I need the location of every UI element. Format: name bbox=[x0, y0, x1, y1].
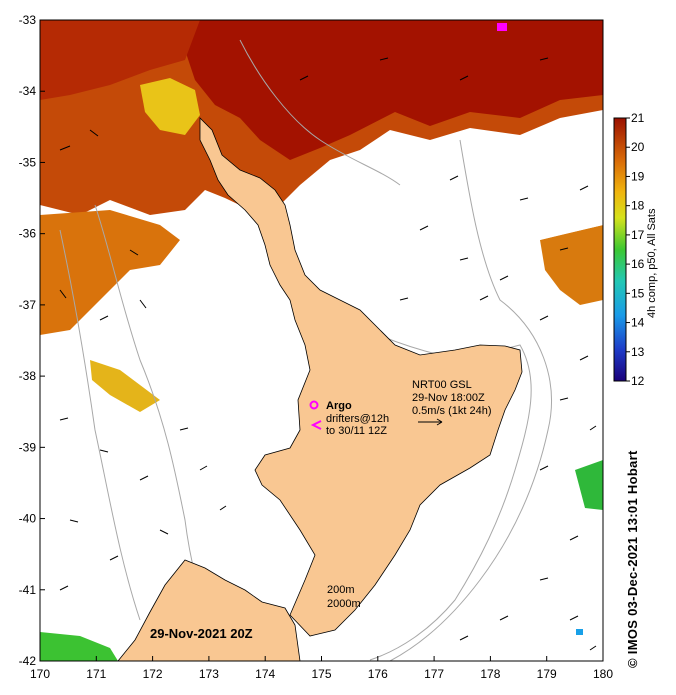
x-axis: 170 171 172 173 174 175 176 177 178 179 180 bbox=[30, 656, 613, 681]
y-tick-label: -42 bbox=[19, 654, 37, 668]
current-time: 29-Nov 18:00Z bbox=[412, 392, 485, 404]
x-tick-label: 176 bbox=[368, 667, 388, 681]
current-title: NRT00 GSL bbox=[412, 379, 472, 391]
colorbar-tick-label: 18 bbox=[631, 199, 645, 213]
x-tick-label: 178 bbox=[480, 667, 500, 681]
sst-magenta-pixel bbox=[497, 23, 507, 31]
colorbar-label: 4h comp, p50, All Sats bbox=[646, 208, 658, 318]
drifters-label: drifters@12h bbox=[326, 413, 389, 425]
y-tick-label: -37 bbox=[19, 298, 37, 312]
sst-yellow-patch bbox=[140, 78, 200, 135]
y-tick-label: -36 bbox=[19, 227, 37, 241]
x-tick-label: 179 bbox=[537, 667, 557, 681]
y-tick-label: -35 bbox=[19, 155, 37, 169]
x-tick-label: 177 bbox=[424, 667, 444, 681]
sst-hot-region bbox=[185, 20, 603, 160]
sst-yellow-west bbox=[90, 360, 160, 412]
x-tick-label: 173 bbox=[199, 667, 219, 681]
colorbar-tick-label: 15 bbox=[631, 286, 645, 300]
south-island-land bbox=[117, 559, 301, 661]
sst-hot-west bbox=[40, 20, 200, 100]
y-tick-label: -41 bbox=[19, 583, 37, 597]
argo-label: Argo bbox=[326, 400, 352, 412]
sst-green-sw bbox=[40, 632, 118, 661]
y-tick-label: -40 bbox=[19, 512, 37, 526]
x-tick-label: 172 bbox=[143, 667, 163, 681]
north-island-land bbox=[199, 117, 523, 637]
current-vectors bbox=[59, 57, 597, 651]
y-axis: -33 -34 -35 -36 -37 -38 -39 -40 -41 -42 bbox=[19, 13, 45, 668]
contour-200-label: 200m bbox=[327, 584, 355, 596]
colorbar-tick-label: 19 bbox=[631, 169, 645, 183]
sst-orange-east bbox=[540, 225, 603, 305]
current-scale: 0.5m/s (1kt 24h) bbox=[412, 405, 491, 417]
sst-green-se bbox=[575, 460, 603, 510]
y-tick-label: -34 bbox=[19, 84, 37, 98]
scale-arrow-icon bbox=[418, 418, 443, 426]
credit-label: © IMOS 03-Dec-2021 13:01 Hobart bbox=[625, 450, 640, 668]
x-tick-label: 174 bbox=[255, 667, 275, 681]
x-tick-label: 170 bbox=[30, 667, 50, 681]
y-tick-label: -33 bbox=[19, 13, 37, 27]
colorbar-tick-label: 13 bbox=[631, 345, 645, 359]
drifters-to-label: to 30/11 12Z bbox=[326, 425, 387, 437]
colorbar-ticks: 21 20 19 18 17 16 15 14 13 12 bbox=[626, 111, 645, 388]
x-tick-label: 171 bbox=[86, 667, 106, 681]
x-tick-label: 180 bbox=[593, 667, 613, 681]
argo-marker-icon bbox=[309, 400, 319, 410]
y-tick-label: -38 bbox=[19, 369, 37, 383]
date-label: 29-Nov-2021 20Z bbox=[150, 626, 253, 641]
colorbar-tick-label: 17 bbox=[631, 228, 645, 242]
colorbar bbox=[613, 117, 627, 382]
x-tick-label: 175 bbox=[311, 667, 331, 681]
y-tick-label: -39 bbox=[19, 440, 37, 454]
sst-cyan-pixel bbox=[576, 629, 583, 635]
contour-2000-label: 2000m bbox=[327, 598, 361, 610]
colorbar-tick-label: 20 bbox=[631, 140, 645, 154]
colorbar-tick-label: 21 bbox=[631, 111, 645, 125]
colorbar-tick-label: 12 bbox=[631, 374, 645, 388]
colorbar-tick-label: 14 bbox=[631, 316, 645, 330]
sst-white-gap bbox=[380, 135, 603, 245]
sst-field bbox=[40, 20, 603, 661]
colorbar-tick-label: 16 bbox=[631, 257, 645, 271]
drifter-arrow-icon bbox=[310, 420, 322, 430]
